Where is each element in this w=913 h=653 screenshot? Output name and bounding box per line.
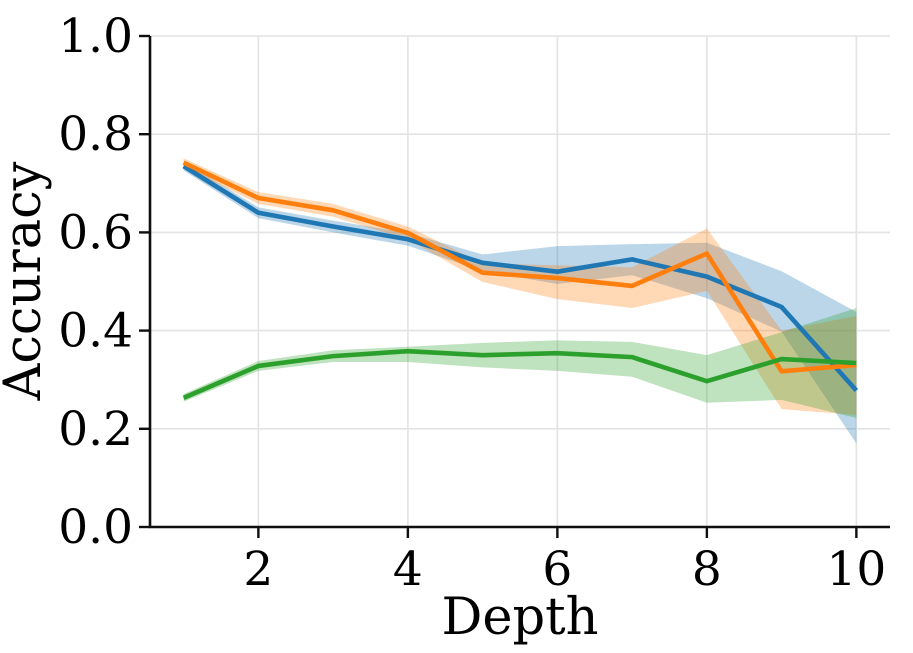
y-tick-label: 0.0 [58,500,133,555]
y-tick-label: 0.6 [58,205,133,260]
confidence-band-layer [183,158,857,444]
axis-layer: 2 4 6 8 10 0.0 0.2 0.4 0.6 0.8 1.0 [58,9,890,597]
x-axis-label: Depth [441,588,598,647]
grid-layer [150,35,890,528]
series-line-orange [182,160,857,374]
series-line-layer [182,160,859,400]
y-tick-label: 0.2 [58,402,133,457]
x-tick-label: 2 [243,542,273,597]
x-tick-label: 10 [826,542,886,597]
confidence-band-green [183,308,857,418]
x-tick-label: 6 [542,542,572,597]
y-tick-label: 1.0 [58,9,133,64]
confidence-band-blue [183,161,857,444]
y-axis-label: Accuracy [0,161,53,401]
y-tick-label: 0.8 [58,107,133,162]
x-tick-label: 8 [692,542,722,597]
series-line-blue [182,164,859,393]
confidence-band-orange [183,158,857,416]
y-tick-label: 0.4 [58,304,133,359]
series-line-green [182,348,857,400]
x-tick-label: 4 [393,542,423,597]
